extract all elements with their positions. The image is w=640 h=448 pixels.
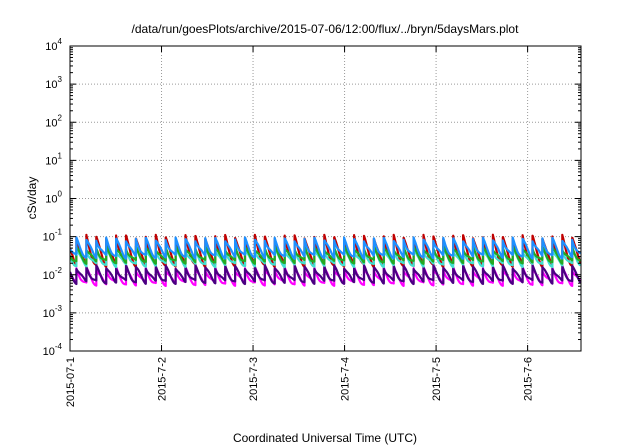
y-tick-label: 10-1 [43, 228, 63, 244]
y-axis: 10-4 10-3 10-2 10-1 100 101 102 103 104 [43, 37, 581, 358]
y-axis-label: cSv/day [25, 177, 39, 220]
x-tick-label: 2015-7-5 [431, 357, 443, 401]
x-axis: 2015-07-1 2015-7-2 2015-7-3 2015-7-4 2015-7-… [65, 46, 535, 407]
y-tick-label: 103 [45, 75, 62, 91]
y-tick-label: 101 [45, 151, 62, 167]
x-tick-label: 2015-7-4 [340, 357, 352, 401]
x-tick-label: 2015-7-2 [157, 357, 169, 401]
chart-title: /data/run/goesPlots/archive/2015-07-06/1… [132, 22, 520, 36]
series-line [70, 264, 581, 286]
y-tick-label: 10-2 [43, 266, 63, 282]
series-layer [70, 233, 581, 287]
y-tick-label: 104 [45, 37, 62, 53]
y-tick-label: 102 [45, 113, 62, 129]
y-tick-label: 10-3 [43, 304, 63, 320]
y-tick-label: 100 [45, 190, 62, 206]
y-tick-label: 10-4 [43, 342, 63, 358]
series-line [70, 236, 581, 260]
grid [70, 46, 581, 351]
x-tick-label: 2015-07-1 [65, 357, 77, 407]
x-axis-label: Coordinated Universal Time (UTC) [233, 431, 417, 445]
x-tick-label: 2015-7-3 [248, 357, 260, 401]
x-tick-label: 2015-7-6 [523, 357, 535, 401]
